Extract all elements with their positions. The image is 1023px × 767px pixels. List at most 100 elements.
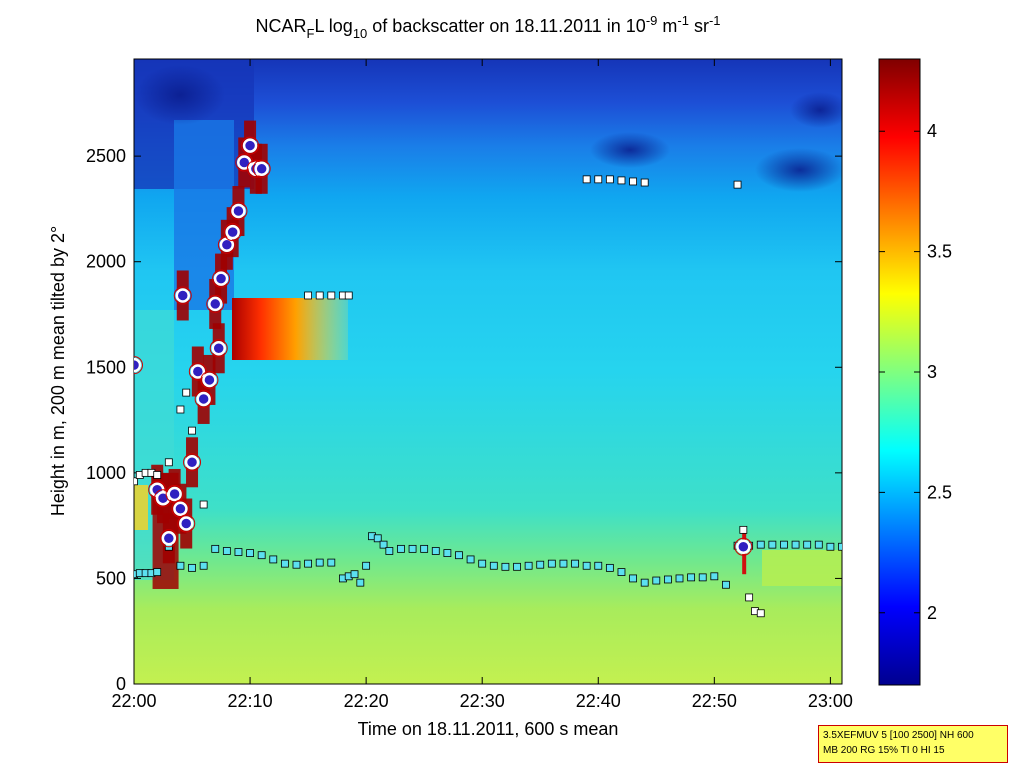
cloud-layer-point-ring <box>734 537 753 556</box>
boundary-layer-point <box>257 551 266 560</box>
boundary-layer-point <box>710 572 719 581</box>
secondary-layer-point <box>739 525 748 534</box>
boundary-layer-point <box>373 534 382 543</box>
cloud-layer-point-ring <box>252 159 271 178</box>
secondary-layer-point <box>617 176 626 185</box>
colorbar-axis: 2 2.5 3 3.5 4 <box>879 121 952 623</box>
cloud-layer-point-ring <box>229 202 248 221</box>
cloud-layer-point <box>202 372 217 388</box>
dark-blob <box>135 65 225 125</box>
boundary-layer-point <box>350 570 359 579</box>
cloud-layer-point <box>213 271 229 286</box>
cloud-layer-point <box>190 364 206 379</box>
boundary-layer-point <box>379 540 388 549</box>
y-axis-label: Height in m, 200 m mean tilted by 2° <box>48 226 68 516</box>
boundary-layer-point <box>292 560 301 569</box>
cloud-layer-point <box>161 531 177 546</box>
boundary-layer-point <box>478 559 487 568</box>
boundary-layer-point <box>234 548 243 556</box>
colorbar-tick-label: 3 <box>927 362 937 382</box>
boundary-layer-point <box>605 563 614 572</box>
layer-markers <box>134 136 842 618</box>
boundary-layer-point <box>489 561 498 570</box>
boundary-layer-point <box>455 551 463 560</box>
boundary-layer-point <box>640 578 649 587</box>
cloud-layer-point <box>736 539 751 555</box>
cloud-layer-point-ring <box>159 529 178 548</box>
cloud-layer-point <box>225 224 240 240</box>
boundary-layer-point <box>559 559 568 568</box>
y-tick-label: 1000 <box>86 463 126 483</box>
cloud-layer-point-ring <box>177 514 196 533</box>
secondary-layer-point <box>594 175 603 184</box>
secondary-layer-point <box>153 471 162 479</box>
y-tick-label: 2500 <box>86 146 126 166</box>
boundary-layer-point <box>513 562 521 571</box>
secondary-layer-point <box>304 291 312 300</box>
boundary-layer-point <box>687 573 696 582</box>
info-line-2: MB 200 RG 15% TI 0 HI 15 <box>823 745 945 756</box>
boundary-layer-point <box>722 580 730 589</box>
secondary-layer-point <box>733 180 742 189</box>
boundary-layer-point <box>780 540 788 549</box>
secondary-layer-point <box>582 175 591 184</box>
cloud-layer-point <box>211 341 226 356</box>
boundary-layer-point <box>153 568 162 576</box>
secondary-layer-point <box>344 291 353 300</box>
cloud-layer-point <box>242 138 258 153</box>
boundary-layer-point <box>176 561 185 570</box>
cloud-layer-point <box>178 516 194 531</box>
colorbar-tick-label: 4 <box>927 121 937 141</box>
x-tick-label: 22:10 <box>228 691 273 711</box>
boundary-layer-point <box>327 558 336 567</box>
processing-info-box: 3.5XEFMUV 5 [100 2500] NH 600 MB 200 RG … <box>818 725 1008 763</box>
cloud-layer-point-ring <box>194 389 213 408</box>
boundary-layer-point <box>385 547 394 555</box>
colorbar-tick-label: 2.5 <box>927 482 952 502</box>
boundary-layer-point <box>431 547 440 555</box>
boundary-layer-point <box>571 559 579 568</box>
colorbar <box>878 58 921 686</box>
cloud-layer-point-ring <box>209 339 228 358</box>
backscatter-field <box>134 59 842 684</box>
boundary-layer-point <box>280 559 289 568</box>
cloud-layer-point <box>254 161 269 177</box>
boundary-layer-point <box>826 542 835 551</box>
y-tick-label: 2000 <box>86 252 126 272</box>
boundary-layer-point <box>188 563 196 572</box>
boundary-layer-point <box>756 540 765 549</box>
y-tick-label: 1500 <box>86 357 126 377</box>
x-axis: 22:00 22:10 22:20 22:30 22:40 22:50 23:00 <box>111 59 853 711</box>
cloud-layer-point-ring <box>200 370 219 389</box>
boundary-layer-point <box>652 576 661 585</box>
boundary-layer-point <box>356 578 365 587</box>
chart-title: NCARFL log10 of backscatter on 18.11.201… <box>255 13 720 41</box>
cloud-layer-point <box>184 455 200 470</box>
boundary-layer-point <box>269 555 278 564</box>
cloud-layer-point <box>175 288 190 303</box>
x-axis-label: Time on 18.11.2011, 600 s mean <box>358 719 619 739</box>
boundary-layer-point <box>524 561 533 570</box>
boundary-layer-point <box>420 544 429 553</box>
boundary-layer-point <box>768 540 777 549</box>
boundary-layer-point <box>211 544 220 553</box>
boundary-layer-point <box>536 560 545 569</box>
boundary-layer-point <box>582 561 591 570</box>
boundary-layer-point <box>246 549 254 557</box>
x-tick-label: 23:00 <box>808 691 853 711</box>
secondary-layer-point <box>164 458 173 467</box>
y-tick-label: 500 <box>96 568 126 588</box>
secondary-layer-point <box>176 405 185 414</box>
secondary-layer-point <box>640 178 649 187</box>
boundary-layer-point <box>501 562 510 571</box>
cloud-layer-point <box>196 391 211 407</box>
cloud-layer-point-ring <box>241 136 260 155</box>
cloud-layer-point-ring <box>206 294 225 313</box>
cloud-layer-point-ring <box>183 453 202 472</box>
cloud-layer-point-ring <box>134 356 143 375</box>
cloud-layer-point-ring <box>223 223 242 242</box>
cloud-layer-point <box>231 203 246 219</box>
boundary-layer-point <box>443 549 452 557</box>
surface-patch <box>762 550 842 586</box>
